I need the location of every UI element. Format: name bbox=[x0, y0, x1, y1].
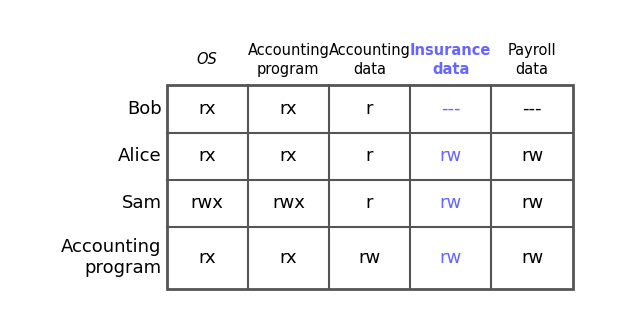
Bar bbox=[167, 85, 573, 289]
Text: Accounting
program: Accounting program bbox=[247, 43, 329, 77]
Text: rx: rx bbox=[198, 100, 216, 118]
Text: Sam: Sam bbox=[121, 194, 162, 212]
Text: ---: --- bbox=[522, 100, 542, 118]
Text: r: r bbox=[366, 194, 373, 212]
Text: r: r bbox=[366, 100, 373, 118]
Text: OS: OS bbox=[197, 52, 217, 67]
Text: Accounting
program: Accounting program bbox=[61, 238, 162, 277]
Text: rw: rw bbox=[440, 249, 462, 267]
Text: ---: --- bbox=[441, 100, 461, 118]
Text: Insurance
data: Insurance data bbox=[410, 43, 491, 77]
Text: rw: rw bbox=[440, 147, 462, 165]
Text: rwx: rwx bbox=[272, 194, 305, 212]
Text: rwx: rwx bbox=[190, 194, 224, 212]
Text: r: r bbox=[366, 147, 373, 165]
Text: rw: rw bbox=[521, 147, 543, 165]
Text: Bob: Bob bbox=[127, 100, 162, 118]
Text: Accounting
data: Accounting data bbox=[328, 43, 410, 77]
Text: Payroll
data: Payroll data bbox=[508, 43, 557, 77]
Text: rx: rx bbox=[279, 249, 297, 267]
Text: Alice: Alice bbox=[118, 147, 162, 165]
Text: rx: rx bbox=[279, 147, 297, 165]
Text: rw: rw bbox=[440, 194, 462, 212]
Text: rx: rx bbox=[198, 249, 216, 267]
Text: rw: rw bbox=[358, 249, 381, 267]
Text: rw: rw bbox=[521, 194, 543, 212]
Text: rw: rw bbox=[521, 249, 543, 267]
Text: rx: rx bbox=[198, 147, 216, 165]
Text: rx: rx bbox=[279, 100, 297, 118]
